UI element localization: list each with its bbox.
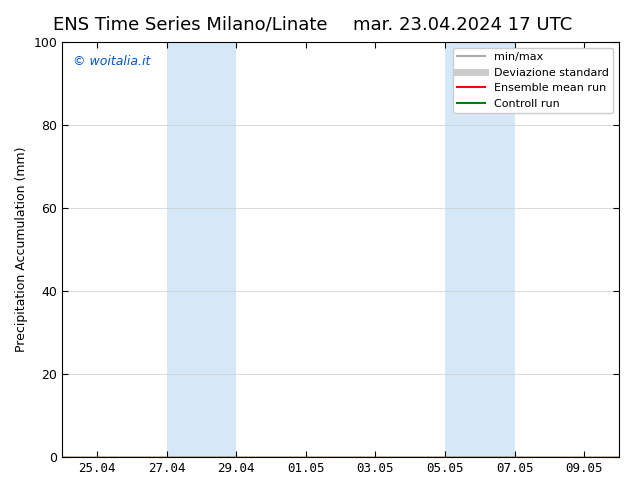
Legend: min/max, Deviazione standard, Ensemble mean run, Controll run: min/max, Deviazione standard, Ensemble m… <box>453 48 614 113</box>
Y-axis label: Precipitation Accumulation (mm): Precipitation Accumulation (mm) <box>15 147 28 352</box>
Text: © woitalia.it: © woitalia.it <box>74 54 151 68</box>
Bar <box>445 42 515 457</box>
Bar <box>167 42 236 457</box>
Text: mar. 23.04.2024 17 UTC: mar. 23.04.2024 17 UTC <box>353 16 573 34</box>
Text: ENS Time Series Milano/Linate: ENS Time Series Milano/Linate <box>53 16 327 34</box>
